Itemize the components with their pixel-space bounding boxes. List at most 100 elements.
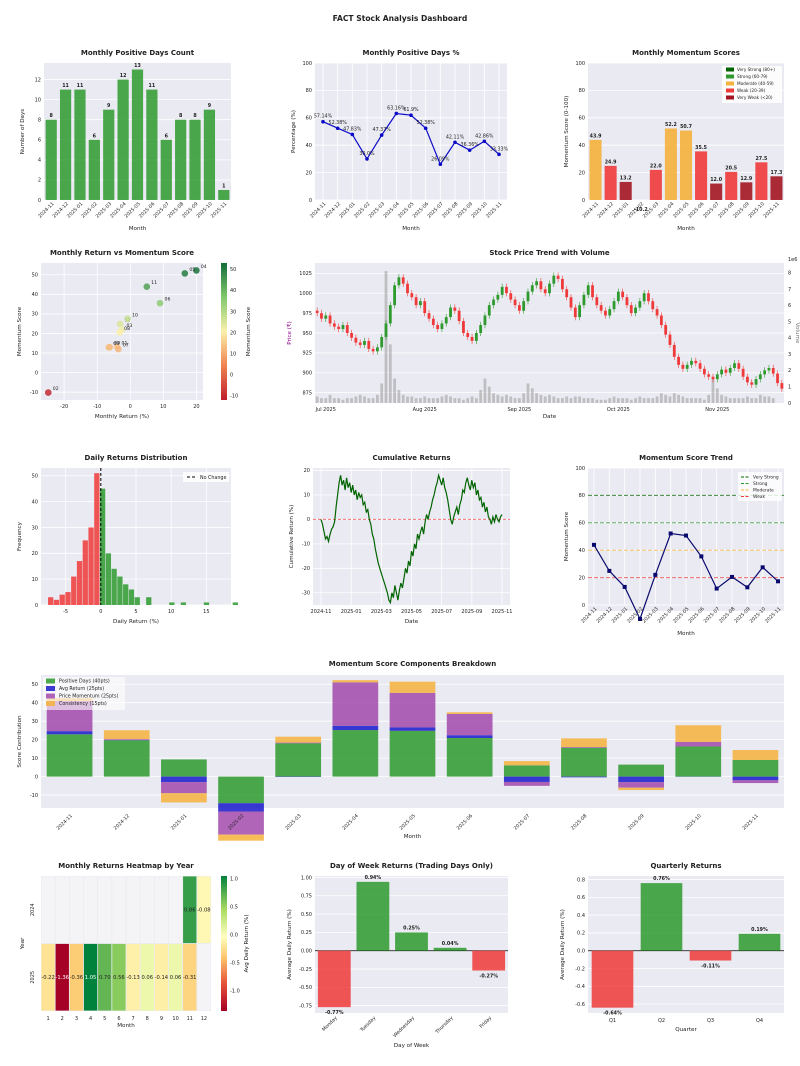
candles-volume-bar	[371, 398, 375, 403]
candles-candle-body	[733, 363, 736, 368]
mom_scores-ytick-label: 20	[579, 170, 585, 176]
scatter-point-label: 11	[151, 280, 157, 286]
momtrend-legend-label: Weak	[753, 494, 765, 500]
pos_count-bar	[175, 119, 187, 200]
candles-volume-bar	[681, 396, 685, 403]
candles-candle-body	[358, 342, 362, 345]
pos_count-xtick-label: 2025-11	[210, 201, 228, 219]
candles-volume-bar	[586, 398, 590, 403]
candles-volume-bar	[668, 396, 672, 403]
candles-volume-bar	[496, 394, 500, 403]
momtrend-point	[745, 585, 750, 590]
hist-ylabel: Frequency	[17, 521, 23, 551]
components-segment	[618, 776, 664, 783]
candles-volume-bar	[414, 398, 418, 403]
candles-volume-bar	[487, 386, 491, 403]
candles-candle-body	[780, 383, 784, 389]
candles-volume-bar	[345, 398, 349, 403]
candles-volume-bar	[754, 398, 758, 403]
candles-candle-body	[440, 323, 444, 330]
candles-candle-body	[694, 360, 698, 364]
scatter-point-label: 09	[113, 341, 119, 347]
mom_scores-data-label: 12.0	[710, 177, 722, 183]
candles-candle-body	[371, 348, 375, 352]
candles-ytick-label: 925	[302, 351, 312, 357]
candles-volume-bar	[431, 398, 435, 403]
mom_scores-bar	[710, 183, 723, 200]
mom_scores-legend-label: Very Strong (80+)	[737, 67, 775, 72]
candles-volume-bar	[763, 396, 767, 403]
candles-candle-body	[758, 374, 762, 380]
candles-volume-bar	[573, 396, 577, 403]
scatter-point-label: 01	[122, 340, 128, 346]
heatmap-colorbar-label: Avg Daily Return (%)	[244, 914, 250, 972]
candles-volume-bar	[578, 396, 582, 403]
dow-ytick-label: -0.75	[299, 1003, 312, 1009]
candles-ytick-label: 975	[302, 311, 312, 317]
heatmap-plot-area	[41, 876, 211, 1011]
hist-bin-bar	[53, 599, 60, 605]
candles-volume-bar	[556, 398, 560, 403]
components-segment	[161, 782, 207, 794]
candles-candle-body	[449, 307, 452, 318]
heatmap-empty-cell	[98, 876, 112, 944]
scatter-point	[116, 320, 124, 328]
candles-volume-bar	[315, 396, 319, 403]
pos_pct-data-label: 63.16%	[387, 105, 406, 111]
quarterly-ylabel: Average Daily Return (%)	[560, 909, 566, 980]
candles-candle-body	[561, 278, 564, 290]
scatter-colorbar-tick: 0	[230, 373, 233, 379]
scatter-point-label: 04	[201, 264, 207, 270]
pos_pct-point	[482, 139, 487, 144]
cumret-ytick-label: -10	[302, 542, 310, 548]
candles-candle-body	[595, 297, 599, 306]
dow-ytick-label: 0.00	[301, 949, 312, 955]
candles-volume-bar	[634, 398, 637, 403]
candles-y2tick-label: 1	[788, 385, 791, 391]
hist-xlabel: Daily Return (%)	[113, 619, 159, 625]
candles-volume-bar	[337, 398, 341, 403]
mom_scores-bar	[740, 182, 753, 200]
candles-candle-body	[634, 307, 637, 314]
candles-volume-bar	[397, 389, 401, 403]
scatter-point-label: 05	[189, 267, 195, 273]
pos_count-data-label: 6	[165, 133, 169, 139]
pos_count-ytick-label: 10	[35, 97, 41, 103]
mom_scores-legend-label: Weak (20-39)	[737, 88, 766, 93]
components-segment	[218, 776, 264, 804]
pos_count-data-label: 13	[134, 63, 141, 69]
quarterly-data-label: -0.11%	[701, 964, 720, 970]
candles-volume-bar	[698, 398, 702, 403]
mom_scores-data-label: 24.9	[605, 159, 617, 165]
heatmap-cell	[154, 943, 169, 1011]
quarterly-data-label: -0.64%	[603, 1011, 622, 1017]
mom_scores-bar	[770, 176, 783, 200]
candles-candle-body	[354, 337, 358, 343]
pos_pct-data-label: 47.83%	[343, 126, 362, 132]
candles-candle-body	[419, 301, 422, 306]
hist-bin-bar	[105, 553, 112, 605]
candles-volume-bar	[625, 398, 629, 403]
quarterly-ytick-label: -0.2	[575, 966, 585, 972]
candles-volume-bar	[694, 398, 698, 403]
components-segment	[275, 743, 322, 777]
candles-volume-bar	[375, 394, 379, 403]
heatmap-colorbar-tick: -1.0	[230, 989, 240, 995]
dow-xlabel: Day of Week	[394, 1043, 430, 1049]
pos_count-ytick-label: 12	[35, 77, 41, 83]
candles-candle-body	[406, 283, 409, 294]
dow-data-label: -0.27%	[479, 974, 498, 980]
momtrend-point	[714, 586, 719, 591]
hist-bin-bar	[82, 540, 88, 605]
hist-bin-bar	[59, 594, 65, 605]
candles-candle-body	[776, 373, 779, 384]
hist-xtick-label: 10	[168, 609, 174, 615]
heatmap-cell-label: -1.36	[56, 975, 69, 981]
components-ytick-label: 40	[32, 701, 38, 707]
candles-volume-bar	[569, 398, 573, 403]
scatter-point-label: 06	[165, 297, 171, 303]
candles-candle-body	[470, 336, 474, 341]
momtrend-ylabel: Momentum Score	[564, 511, 570, 561]
candles-candle-body	[393, 285, 396, 306]
scatter-point	[193, 267, 200, 274]
